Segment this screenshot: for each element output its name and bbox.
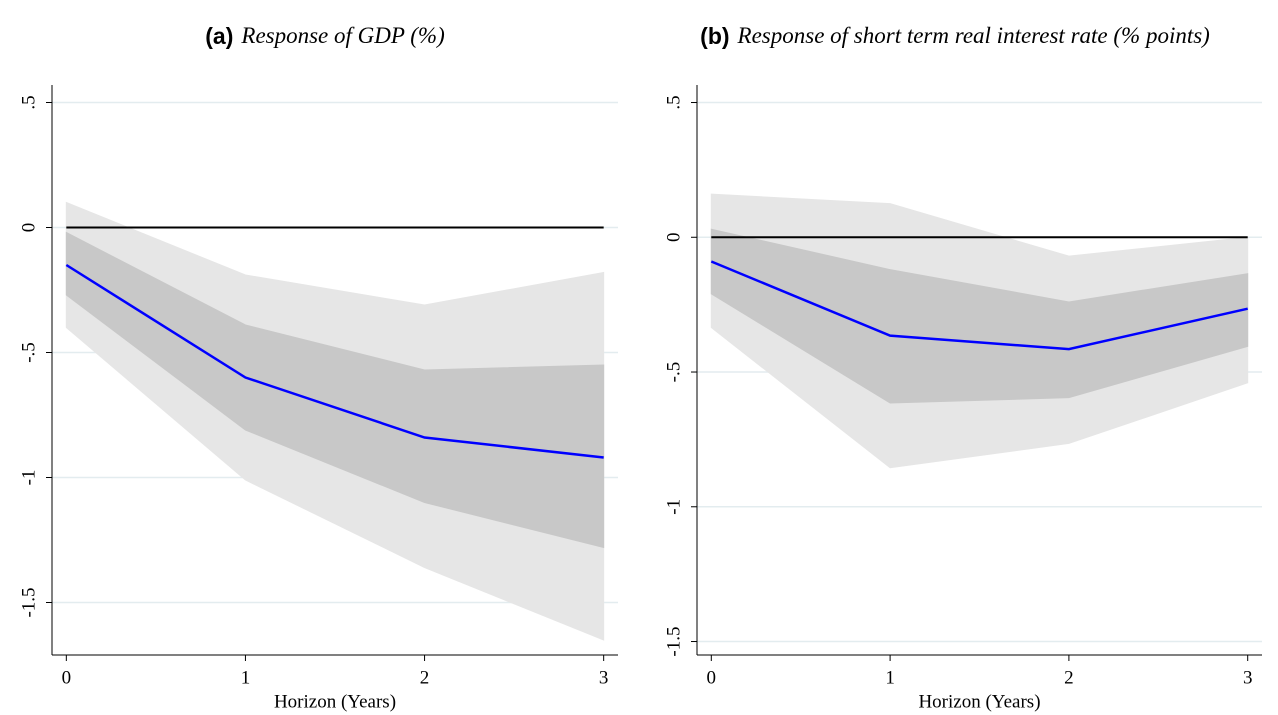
x-tick-label: 3 — [1243, 667, 1253, 688]
x-tick-label: 2 — [420, 667, 430, 688]
y-tick-label: -.5 — [663, 362, 684, 383]
y-tick-label: -1.5 — [663, 626, 684, 656]
panel-title-text: Response of GDP (%) — [240, 23, 444, 48]
x-tick-label: 2 — [1064, 667, 1074, 688]
panel-title-text: Response of short term real interest rat… — [737, 23, 1210, 48]
estimate-line — [65, 263, 604, 459]
confidence-band — [65, 231, 605, 549]
x-tick-label: 1 — [885, 667, 895, 688]
y-tick-label: .5 — [18, 95, 39, 109]
panel-label: (a) — [205, 23, 233, 49]
x-axis-label: Horizon (Years) — [274, 691, 396, 712]
y-tick-label: .5 — [663, 95, 684, 109]
y-tick-label: -1 — [18, 470, 39, 486]
y-tick-label: -1 — [663, 499, 684, 515]
panel-title: (a) Response of GDP (%) — [205, 23, 444, 49]
x-tick-label: 0 — [707, 667, 717, 688]
panel-title: (b) Response of short term real interest … — [700, 23, 1210, 49]
panel-label: (b) — [700, 23, 729, 49]
x-axis-label: Horizon (Years) — [918, 691, 1040, 712]
confidence-band — [710, 228, 1249, 404]
y-tick-label: -1.5 — [18, 587, 39, 617]
x-tick-label: 0 — [62, 667, 72, 688]
x-tick-label: 3 — [599, 667, 609, 688]
x-tick-label: 1 — [241, 667, 251, 688]
y-tick-label: 0 — [663, 233, 684, 243]
y-tick-label: -.5 — [18, 342, 39, 363]
y-tick-label: 0 — [18, 223, 39, 233]
estimate-line — [710, 260, 1248, 351]
